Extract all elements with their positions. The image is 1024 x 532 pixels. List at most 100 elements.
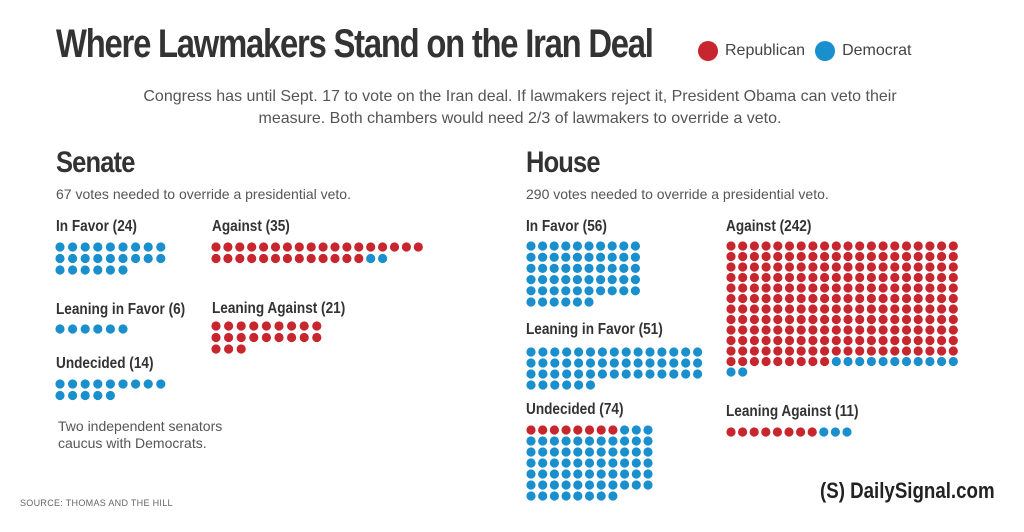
- vote-dot-democrat: [538, 275, 548, 285]
- vote-dot-democrat: [631, 480, 641, 490]
- vote-dot-democrat: [619, 241, 629, 251]
- vote-dot-republican: [318, 253, 328, 264]
- vote-dot-republican: [820, 283, 830, 293]
- vote-dot-republican: [784, 325, 795, 335]
- vote-dot-democrat: [538, 297, 548, 307]
- vote-dot-republican: [831, 346, 841, 356]
- vote-dot-republican: [901, 346, 912, 356]
- vote-dot-democrat: [693, 347, 703, 357]
- vote-dot-democrat: [572, 286, 583, 296]
- vote-dot-democrat: [855, 356, 865, 367]
- vote-dot-democrat: [93, 390, 103, 401]
- vote-dot-democrat: [619, 275, 629, 285]
- vote-dot-republican: [726, 427, 736, 437]
- vote-dot-democrat: [574, 380, 584, 390]
- vote-dot-republican: [820, 335, 830, 346]
- vote-dot-republican: [738, 356, 748, 367]
- vote-dot-republican: [726, 293, 736, 304]
- vote-dot-democrat: [573, 491, 583, 501]
- vote-dot-republican: [761, 356, 771, 367]
- vote-dot-republican: [726, 241, 736, 251]
- vote-dot-democrat: [549, 297, 559, 307]
- vote-dot-democrat: [572, 263, 583, 273]
- vote-dot-republican: [843, 304, 853, 314]
- vote-dot-republican: [749, 293, 760, 304]
- vote-dot-republican: [784, 262, 795, 272]
- vote-dot-democrat: [562, 358, 572, 368]
- vote-dot-democrat: [643, 447, 653, 457]
- vote-dot-republican: [270, 253, 281, 264]
- vote-dot-democrat: [143, 253, 153, 264]
- vote-dot-republican: [738, 293, 748, 304]
- vote-dot-republican: [773, 293, 783, 304]
- vote-dot-republican: [831, 283, 841, 293]
- vote-dot-democrat: [620, 469, 630, 479]
- vote-dot-democrat: [526, 447, 536, 457]
- vote-dot-democrat: [538, 369, 548, 379]
- vote-dot-democrat: [68, 324, 78, 334]
- vote-dot-republican: [948, 304, 958, 314]
- vote-dot-democrat: [378, 253, 388, 264]
- legend-label-republican: Republican: [725, 42, 806, 59]
- vote-dot-republican: [913, 346, 923, 356]
- vote-dot-democrat: [631, 458, 641, 468]
- vote-dot-democrat: [621, 358, 631, 368]
- vote-dot-democrat: [143, 242, 153, 252]
- vote-dot-democrat: [681, 358, 691, 368]
- vote-dot-democrat: [105, 390, 115, 401]
- vote-dot-republican: [890, 304, 900, 314]
- vote-dot-republican: [878, 272, 888, 283]
- vote-dot-republican: [925, 346, 935, 356]
- vote-dot-republican: [773, 325, 783, 335]
- vote-dot-democrat: [584, 458, 595, 468]
- vote-dot-democrat: [669, 347, 679, 357]
- vote-dot-republican: [890, 346, 900, 356]
- vote-dot-democrat: [549, 491, 560, 501]
- vote-dot-democrat: [738, 367, 748, 377]
- vote-dot-republican: [236, 321, 246, 331]
- vote-dot-democrat: [105, 242, 115, 252]
- vote-dot-republican: [913, 325, 923, 335]
- vote-dot-democrat: [93, 265, 103, 275]
- vote-dot-republican: [808, 346, 818, 356]
- vote-dot-republican: [761, 251, 771, 262]
- vote-dot-republican: [937, 293, 947, 304]
- vote-dot-republican: [866, 304, 877, 314]
- senate-needed-text: 67 votes needed to override a presidenti…: [56, 186, 351, 202]
- vote-dot-republican: [211, 332, 221, 343]
- vote-dot-republican: [236, 344, 246, 354]
- house-needed-text: 290 votes needed to override a president…: [526, 186, 829, 202]
- vote-dot-republican: [937, 346, 947, 356]
- vote-dot-republican: [726, 356, 736, 367]
- vote-dot-republican: [772, 427, 783, 437]
- vote-dot-democrat: [55, 379, 65, 389]
- vote-dot-republican: [843, 346, 853, 356]
- vote-dot-republican: [796, 314, 806, 325]
- vote-dot-democrat: [526, 480, 536, 490]
- vote-dot-democrat: [596, 469, 606, 479]
- legend-item-democrat: Democrat: [815, 41, 911, 61]
- vote-dot-republican: [784, 314, 795, 325]
- vote-dot-republican: [538, 425, 548, 435]
- vote-dot-republican: [948, 335, 958, 346]
- vote-dot-republican: [299, 321, 309, 331]
- vote-dot-republican: [389, 242, 400, 252]
- vote-dot-republican: [890, 335, 900, 346]
- vote-dot-democrat: [925, 356, 935, 367]
- vote-dot-democrat: [550, 347, 560, 357]
- vote-dot-republican: [820, 314, 830, 325]
- vote-dot-democrat: [526, 252, 536, 262]
- vote-dot-republican: [866, 335, 877, 346]
- vote-dot-democrat: [596, 241, 606, 251]
- vote-dot-democrat: [80, 324, 90, 334]
- vote-dot-democrat: [693, 358, 703, 368]
- vote-dot-democrat: [574, 369, 584, 379]
- vote-dot-republican: [913, 283, 923, 293]
- vote-dot-republican: [866, 272, 877, 283]
- vote-dot-democrat: [549, 469, 560, 479]
- vote-dot-democrat: [619, 263, 629, 273]
- chart-title: Where Lawmakers Stand on the Iran Deal: [56, 22, 654, 66]
- vote-dot-republican: [274, 332, 284, 343]
- vote-dot-republican: [784, 251, 795, 262]
- vote-dot-democrat: [526, 469, 536, 479]
